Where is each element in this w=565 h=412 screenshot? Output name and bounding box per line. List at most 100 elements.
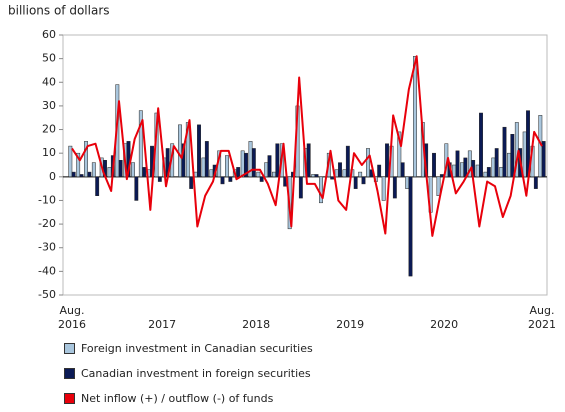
bar xyxy=(264,162,269,178)
bar xyxy=(353,176,358,189)
bar xyxy=(185,122,190,178)
plot-frame xyxy=(62,34,548,296)
y-tick-label: 40 xyxy=(42,75,56,88)
bar xyxy=(91,162,96,178)
bar xyxy=(460,162,464,178)
bar xyxy=(204,141,209,178)
bar xyxy=(251,148,256,178)
bar xyxy=(397,131,402,178)
bar xyxy=(385,143,389,178)
legend-entry: Foreign investment in Canadian securitie… xyxy=(64,342,313,355)
bar xyxy=(334,169,339,178)
bar xyxy=(475,164,480,178)
x-tick-label: 2017 xyxy=(148,318,177,331)
y-tick-label: -20 xyxy=(38,217,56,230)
bar xyxy=(259,176,264,182)
y-tick-label: 10 xyxy=(42,146,56,159)
bar xyxy=(68,145,73,178)
bar xyxy=(361,176,366,185)
bar xyxy=(392,176,397,199)
x-tick-label: 2020 xyxy=(430,318,459,331)
bar xyxy=(131,162,135,178)
bar xyxy=(76,152,81,178)
bar xyxy=(319,176,323,204)
bar xyxy=(494,148,499,178)
legend-entry: Canadian investment in foreign securitie… xyxy=(64,367,311,380)
bar xyxy=(84,141,88,178)
bar xyxy=(134,176,139,201)
y-tick-label: 60 xyxy=(42,28,56,41)
bar xyxy=(181,143,186,178)
legend-swatch xyxy=(64,393,75,404)
y-tick-label: -40 xyxy=(38,264,56,277)
bar xyxy=(502,126,507,178)
bar xyxy=(338,162,342,178)
bar xyxy=(491,157,496,178)
bar xyxy=(358,171,363,178)
bar xyxy=(275,143,280,178)
y-tick-label: 50 xyxy=(42,52,56,65)
y-tick-label: 0 xyxy=(49,170,56,183)
line xyxy=(71,55,543,237)
y-tick-label: -30 xyxy=(38,241,56,254)
bar xyxy=(298,176,303,199)
legend-swatch xyxy=(64,368,75,379)
bar xyxy=(377,164,382,178)
bar xyxy=(256,171,261,178)
bar xyxy=(342,169,347,178)
bar xyxy=(306,143,311,178)
bar xyxy=(71,171,76,178)
legend-label: Foreign investment in Canadian securitie… xyxy=(81,342,313,355)
bar xyxy=(499,167,504,178)
bar xyxy=(314,174,319,178)
bar xyxy=(311,174,316,178)
bar xyxy=(142,167,147,178)
bar xyxy=(522,131,527,178)
bar xyxy=(533,176,538,189)
bar xyxy=(197,124,201,178)
bar xyxy=(486,167,491,178)
bar xyxy=(413,56,417,178)
bar xyxy=(510,134,515,178)
bar xyxy=(244,152,248,178)
bar xyxy=(220,176,225,185)
legend-entry: Net inflow (+) / outflow (-) of funds xyxy=(64,392,273,405)
legend-label: Net inflow (+) / outflow (-) of funds xyxy=(81,392,274,405)
bar xyxy=(107,167,112,178)
x-tick-label: Aug. 2021 xyxy=(528,304,556,331)
bar xyxy=(79,174,84,178)
x-tick-label: Aug. 2016 xyxy=(58,304,86,331)
y-tick-label: 30 xyxy=(42,99,56,112)
bar xyxy=(366,148,370,178)
bar xyxy=(87,171,92,178)
bar xyxy=(463,157,468,178)
bar xyxy=(189,176,194,189)
bar xyxy=(345,145,350,178)
y-tick-label: -10 xyxy=(38,193,56,206)
x-tick-label: 2018 xyxy=(242,318,271,331)
bar xyxy=(439,174,444,178)
bar xyxy=(209,169,214,178)
legend-swatch xyxy=(64,343,75,354)
bar xyxy=(178,124,182,178)
x-tick-label: 2019 xyxy=(336,318,365,331)
y-tick-label: 20 xyxy=(42,123,56,136)
bar xyxy=(138,110,143,178)
bar xyxy=(201,157,206,178)
bar xyxy=(452,164,457,178)
bar xyxy=(479,112,483,178)
bar xyxy=(330,176,335,180)
bar xyxy=(405,176,410,189)
bar xyxy=(483,171,488,178)
bar xyxy=(455,150,460,178)
bar xyxy=(400,162,405,178)
y-tick-label: -50 xyxy=(38,288,56,301)
legend-label: Canadian investment in foreign securitie… xyxy=(81,367,311,380)
bar xyxy=(267,155,272,178)
bar xyxy=(381,176,386,201)
bar xyxy=(436,176,441,196)
bar xyxy=(157,176,162,182)
bar xyxy=(432,152,436,178)
